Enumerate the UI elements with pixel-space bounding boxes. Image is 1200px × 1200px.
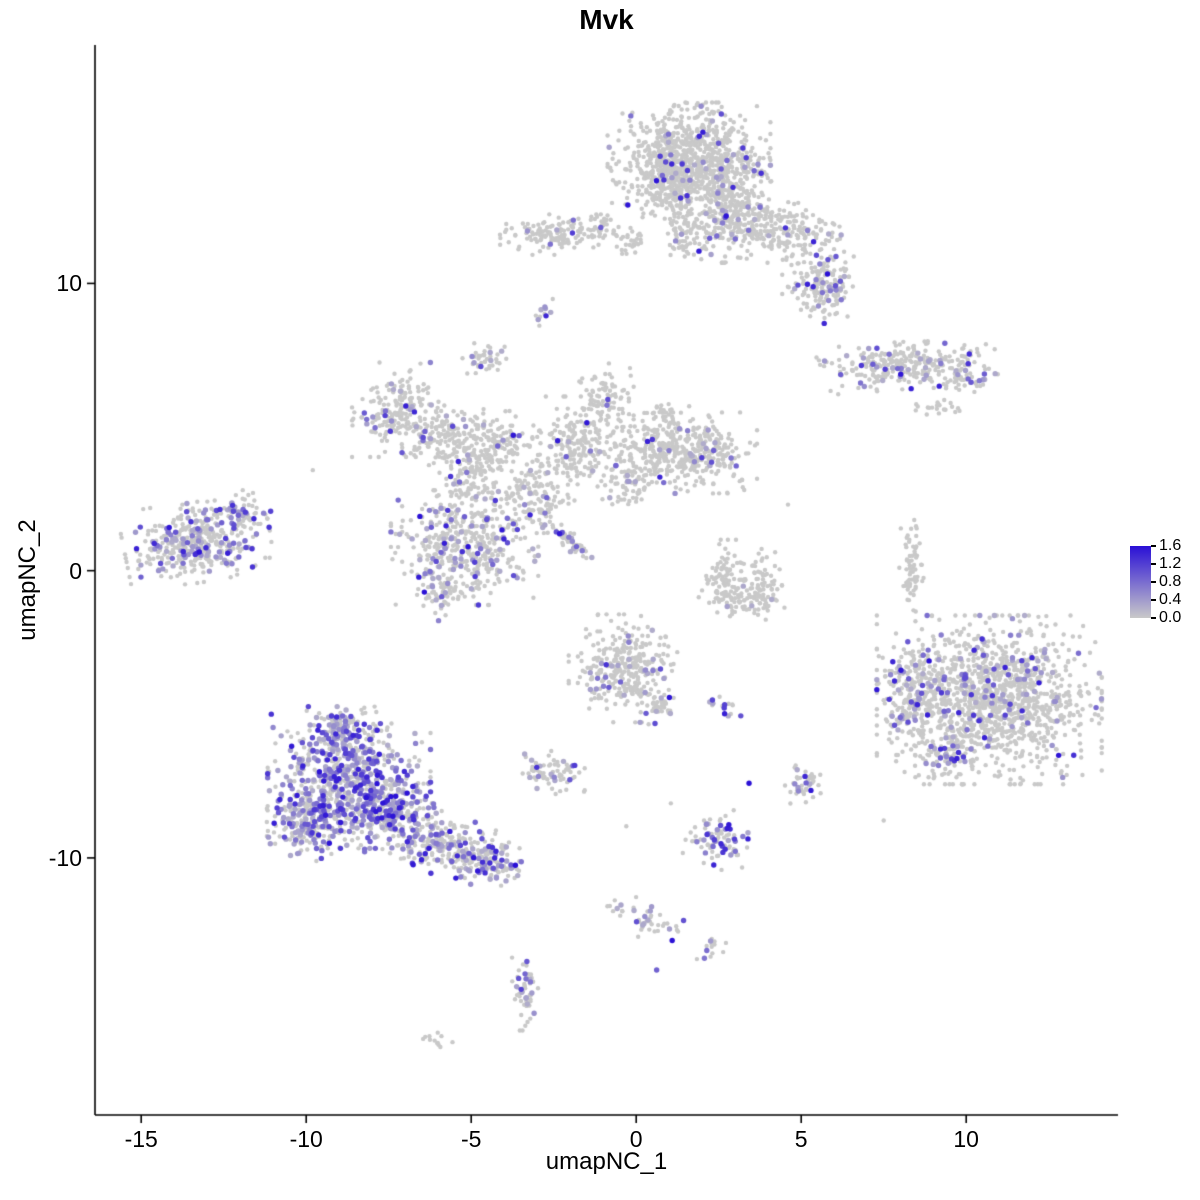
legend-tick-mark (1151, 581, 1156, 583)
plot-title: Mvk (579, 4, 634, 35)
x-tick-label: 0 (629, 1126, 643, 1152)
legend-tick-mark (1151, 563, 1156, 565)
legend-tick-label: 0.0 (1159, 609, 1182, 626)
y-tick-label: 10 (56, 270, 82, 297)
x-axis-label: umapNC_1 (545, 1148, 668, 1175)
x-tick-label: 5 (794, 1126, 808, 1152)
x-tick-label: -10 (289, 1126, 323, 1152)
legend-tick-mark (1151, 599, 1156, 601)
legend-tick-mark (1151, 617, 1156, 619)
x-tick-label: -5 (460, 1126, 482, 1152)
legend-tick-label: 0.8 (1159, 573, 1182, 590)
y-tick-label: 0 (69, 557, 82, 584)
legend-tick-label: 1.2 (1159, 555, 1182, 572)
legend-tick-label: 0.4 (1159, 591, 1182, 608)
legend-tick-label: 1.6 (1159, 537, 1182, 554)
x-tick-label: 10 (953, 1126, 979, 1152)
legend-gradient-bar (1130, 546, 1151, 618)
legend-tick-mark (1151, 545, 1156, 547)
x-tick-label: -15 (124, 1126, 158, 1152)
y-tick-label: -10 (48, 844, 82, 871)
